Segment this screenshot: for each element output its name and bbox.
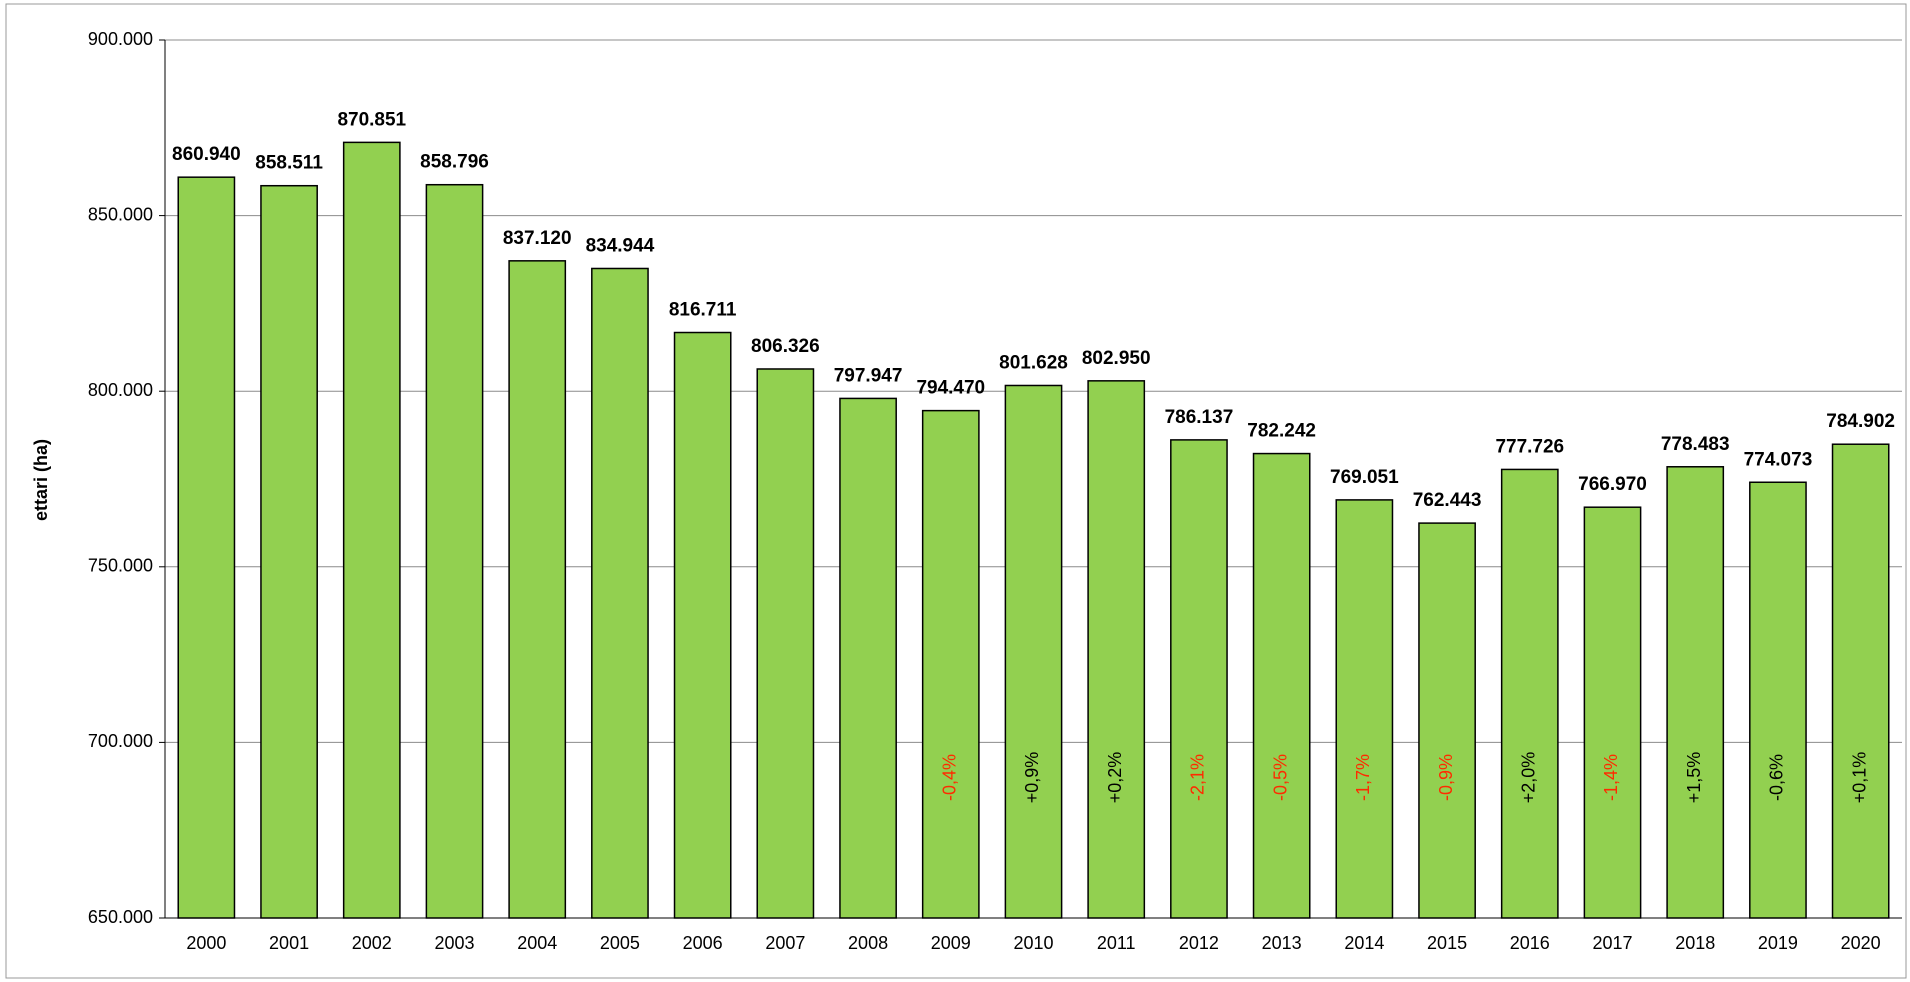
y-tick-label: 750.000	[88, 556, 153, 576]
x-tick-label: 2010	[1013, 933, 1053, 953]
bar	[1170, 439, 1228, 919]
x-tick-label: 2011	[1097, 933, 1136, 953]
change-label: +0,2%	[1105, 752, 1125, 804]
bar	[921, 409, 980, 919]
change-label: -0,5%	[1270, 754, 1290, 801]
x-tick-label: 2003	[434, 933, 474, 953]
x-tick-label: 2019	[1758, 933, 1798, 953]
x-tick-label: 2004	[517, 933, 557, 953]
bar	[1749, 481, 1807, 919]
chart-frame	[5, 3, 1907, 979]
x-tick-label: 2001	[269, 933, 309, 953]
value-label: 777.726	[1495, 436, 1564, 457]
x-tick-label: 2009	[931, 933, 971, 953]
change-label: +0,9%	[1022, 752, 1042, 804]
x-tick-label: 2018	[1675, 933, 1715, 953]
change-label: -0,4%	[940, 754, 960, 801]
value-label: 774.073	[1744, 449, 1813, 470]
y-tick-label: 900.000	[88, 29, 153, 49]
change-label: -0,6%	[1767, 754, 1787, 801]
y-tick-label: 650.000	[88, 907, 153, 927]
bar	[1004, 384, 1063, 919]
x-tick-label: 2005	[600, 933, 640, 953]
x-tick-label: 2000	[186, 933, 226, 953]
y-axis-label: ettari (ha)	[31, 439, 51, 521]
value-label: 797.947	[834, 365, 903, 386]
x-tick-label: 2015	[1427, 933, 1467, 953]
bar	[1252, 452, 1311, 919]
bar	[177, 176, 236, 919]
x-tick-label: 2017	[1592, 933, 1632, 953]
value-label: 802.950	[1082, 348, 1151, 369]
value-label: 858.511	[255, 153, 323, 174]
value-label: 801.628	[999, 352, 1068, 373]
bar	[425, 183, 484, 919]
bar	[756, 368, 815, 919]
bar	[342, 141, 401, 919]
y-tick-label: 800.000	[88, 380, 153, 400]
bar	[1418, 522, 1476, 919]
value-label: 766.970	[1578, 474, 1647, 495]
change-label: -2,1%	[1188, 754, 1208, 801]
x-tick-label: 2006	[683, 933, 723, 953]
x-tick-label: 2013	[1262, 933, 1302, 953]
change-label: -1,4%	[1601, 754, 1621, 801]
value-label: 816.711	[669, 300, 737, 321]
value-label: 778.483	[1661, 434, 1730, 455]
bar	[1500, 468, 1559, 919]
change-label: -0,9%	[1436, 754, 1456, 801]
bar	[1087, 380, 1146, 919]
bar	[591, 267, 649, 919]
value-label: 837.120	[503, 228, 572, 249]
bar	[1335, 499, 1394, 919]
bar	[260, 184, 318, 919]
bar	[1831, 443, 1890, 919]
bar	[508, 260, 567, 919]
value-label: 860.940	[172, 144, 241, 165]
bar	[839, 397, 897, 919]
change-label: +0,1%	[1849, 752, 1869, 804]
bar	[1666, 466, 1725, 919]
x-tick-label: 2014	[1344, 933, 1384, 953]
value-label: 784.902	[1826, 411, 1895, 432]
bar	[1583, 506, 1642, 919]
x-tick-label: 2002	[352, 933, 392, 953]
x-tick-label: 2020	[1841, 933, 1881, 953]
bar	[673, 331, 732, 919]
y-tick-label: 850.000	[88, 204, 153, 224]
value-label: 870.851	[337, 109, 406, 130]
x-tick-label: 2007	[765, 933, 805, 953]
value-label: 762.443	[1413, 490, 1482, 511]
value-label: 794.470	[916, 378, 985, 399]
value-label: 806.326	[751, 336, 820, 357]
change-label: +1,5%	[1684, 752, 1704, 804]
value-label: 858.796	[420, 152, 489, 173]
y-tick-label: 700.000	[88, 731, 153, 751]
x-tick-label: 2016	[1510, 933, 1550, 953]
change-label: -1,7%	[1353, 754, 1373, 801]
change-label: +2,0%	[1519, 752, 1539, 804]
value-label: 786.137	[1165, 407, 1234, 428]
x-tick-label: 2012	[1179, 933, 1219, 953]
x-tick-label: 2008	[848, 933, 888, 953]
value-label: 834.944	[586, 235, 655, 256]
value-label: 769.051	[1330, 467, 1399, 488]
value-label: 782.242	[1247, 421, 1316, 442]
